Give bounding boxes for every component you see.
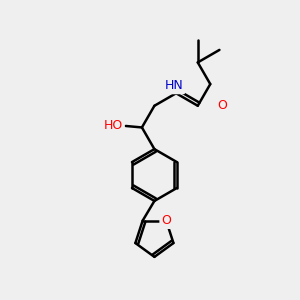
Text: HO: HO bbox=[103, 119, 123, 133]
Text: O: O bbox=[161, 214, 171, 227]
Text: O: O bbox=[217, 99, 227, 112]
Text: HN: HN bbox=[165, 80, 183, 92]
